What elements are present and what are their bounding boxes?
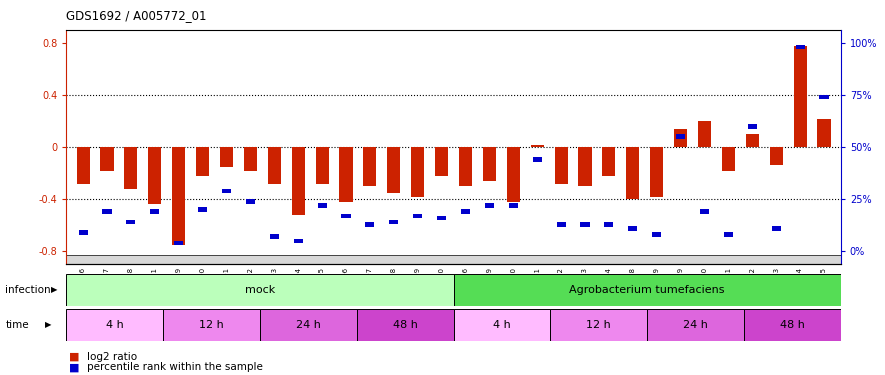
- Bar: [173, 147, 185, 245]
- Bar: [163, 309, 260, 340]
- Bar: [435, 147, 448, 176]
- Bar: [579, 147, 591, 186]
- Bar: [364, 147, 376, 186]
- Bar: [127, 220, 135, 225]
- Bar: [770, 147, 783, 165]
- Bar: [454, 309, 550, 340]
- Text: mock: mock: [245, 285, 275, 295]
- Text: Agrobacterium tumefaciens: Agrobacterium tumefaciens: [569, 285, 725, 295]
- Bar: [796, 45, 804, 50]
- Bar: [700, 210, 709, 214]
- Bar: [507, 147, 519, 202]
- Text: ▶: ▶: [45, 320, 51, 329]
- Text: 4 h: 4 h: [493, 320, 511, 330]
- Bar: [509, 203, 518, 208]
- Bar: [746, 134, 759, 147]
- Bar: [76, 147, 89, 184]
- Bar: [744, 309, 841, 340]
- Bar: [103, 210, 112, 214]
- Bar: [603, 147, 615, 176]
- Text: 12 h: 12 h: [199, 320, 224, 330]
- Bar: [555, 147, 567, 184]
- Bar: [818, 118, 831, 147]
- Bar: [268, 147, 281, 184]
- Bar: [820, 95, 828, 99]
- Bar: [412, 147, 424, 196]
- Bar: [342, 214, 350, 218]
- Text: GDS1692 / A005772_01: GDS1692 / A005772_01: [66, 9, 207, 22]
- Bar: [66, 274, 454, 306]
- Bar: [316, 147, 328, 184]
- Text: 4 h: 4 h: [106, 320, 124, 330]
- Bar: [124, 147, 137, 189]
- Text: 24 h: 24 h: [683, 320, 708, 330]
- Bar: [483, 147, 496, 181]
- Bar: [148, 147, 161, 204]
- Bar: [66, 255, 841, 264]
- Bar: [270, 234, 279, 239]
- Bar: [260, 309, 357, 340]
- Bar: [66, 309, 163, 340]
- Bar: [647, 309, 744, 340]
- Bar: [294, 238, 303, 243]
- Bar: [461, 210, 470, 214]
- Text: log2 ratio: log2 ratio: [87, 352, 137, 362]
- Bar: [650, 147, 663, 196]
- Bar: [531, 145, 543, 147]
- Bar: [292, 147, 304, 215]
- Bar: [318, 203, 327, 208]
- Bar: [652, 232, 661, 237]
- Bar: [366, 222, 374, 226]
- Bar: [454, 274, 841, 306]
- Bar: [794, 46, 807, 147]
- Bar: [246, 199, 255, 204]
- Bar: [627, 147, 639, 199]
- Bar: [698, 121, 711, 147]
- Bar: [550, 309, 647, 340]
- Bar: [100, 147, 113, 171]
- Bar: [196, 147, 209, 176]
- Bar: [174, 241, 183, 245]
- Bar: [413, 214, 422, 218]
- Bar: [198, 207, 207, 212]
- Bar: [676, 135, 685, 139]
- Bar: [79, 230, 88, 235]
- Text: 12 h: 12 h: [587, 320, 612, 330]
- Bar: [722, 147, 735, 171]
- Bar: [557, 222, 566, 226]
- Text: time: time: [5, 320, 29, 330]
- Bar: [772, 226, 781, 231]
- Text: ■: ■: [69, 352, 80, 362]
- Bar: [150, 210, 159, 214]
- Bar: [748, 124, 757, 129]
- Bar: [485, 203, 494, 208]
- Bar: [533, 158, 542, 162]
- Bar: [604, 222, 613, 226]
- Bar: [220, 147, 233, 167]
- Bar: [581, 222, 589, 226]
- Bar: [674, 129, 687, 147]
- Bar: [389, 220, 398, 225]
- Bar: [388, 147, 400, 193]
- Bar: [340, 147, 352, 202]
- Text: infection: infection: [5, 285, 51, 295]
- Text: 48 h: 48 h: [393, 320, 418, 330]
- Bar: [437, 216, 446, 220]
- Bar: [459, 147, 472, 186]
- Text: ■: ■: [69, 363, 80, 372]
- Text: percentile rank within the sample: percentile rank within the sample: [87, 363, 263, 372]
- Bar: [628, 226, 637, 231]
- Text: 24 h: 24 h: [296, 320, 320, 330]
- Text: 48 h: 48 h: [780, 320, 804, 330]
- Bar: [357, 309, 454, 340]
- Text: ▶: ▶: [51, 285, 58, 294]
- Bar: [244, 147, 257, 171]
- Bar: [222, 189, 231, 193]
- Bar: [724, 232, 733, 237]
